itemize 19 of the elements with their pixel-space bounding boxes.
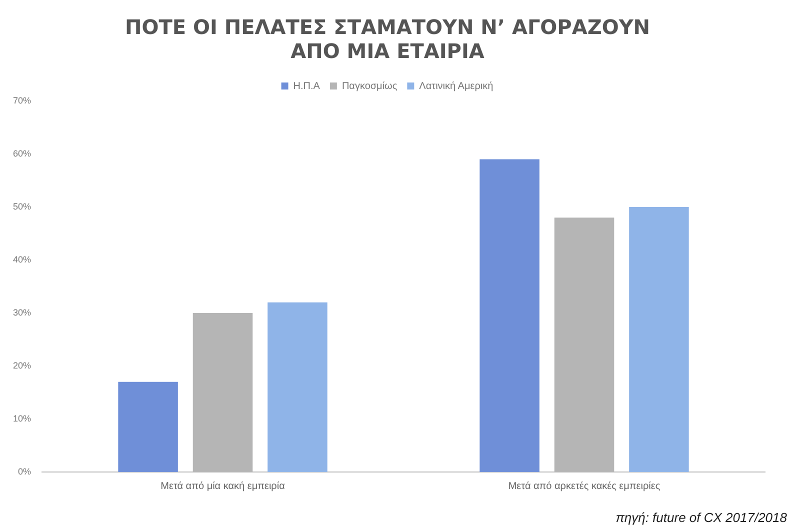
chart-title: ΠΟΤΕ ΟΙ ΠΕΛΑΤΕΣ ΣΤΑΜΑΤΟΥΝ Ν’ ΑΓΟΡΑΖΟΥΝ ΑΠΟ ΜΙΑ ΕΤΑΙΡΙΑ (124, 15, 650, 64)
legend-label: Η.Π.Α (293, 80, 320, 92)
y-tick-label: 30% (13, 307, 32, 318)
bar (629, 207, 689, 472)
bar (118, 382, 178, 472)
legend-label: Παγκοσμίως (342, 80, 398, 92)
y-tick-label: 70% (13, 95, 32, 106)
y-tick-label: 0% (18, 466, 32, 476)
legend-label: Λατινική Αμερική (419, 80, 494, 92)
x-tick-label: Μετά από αρκετές κακές εμπειρίες (508, 480, 660, 492)
x-tick-label: Μετά από μία κακή εμπειρία (160, 480, 286, 492)
text: πηγή: future of CX 2017/2018 (616, 510, 787, 525)
bar (268, 302, 328, 472)
y-tick-label: 40% (13, 254, 32, 264)
bar (480, 159, 540, 472)
y-tick-label: 50% (13, 201, 32, 212)
y-tick-label: 10% (13, 413, 32, 424)
y-tick-label: 20% (13, 360, 32, 370)
y-tick-label: 60% (13, 148, 32, 158)
